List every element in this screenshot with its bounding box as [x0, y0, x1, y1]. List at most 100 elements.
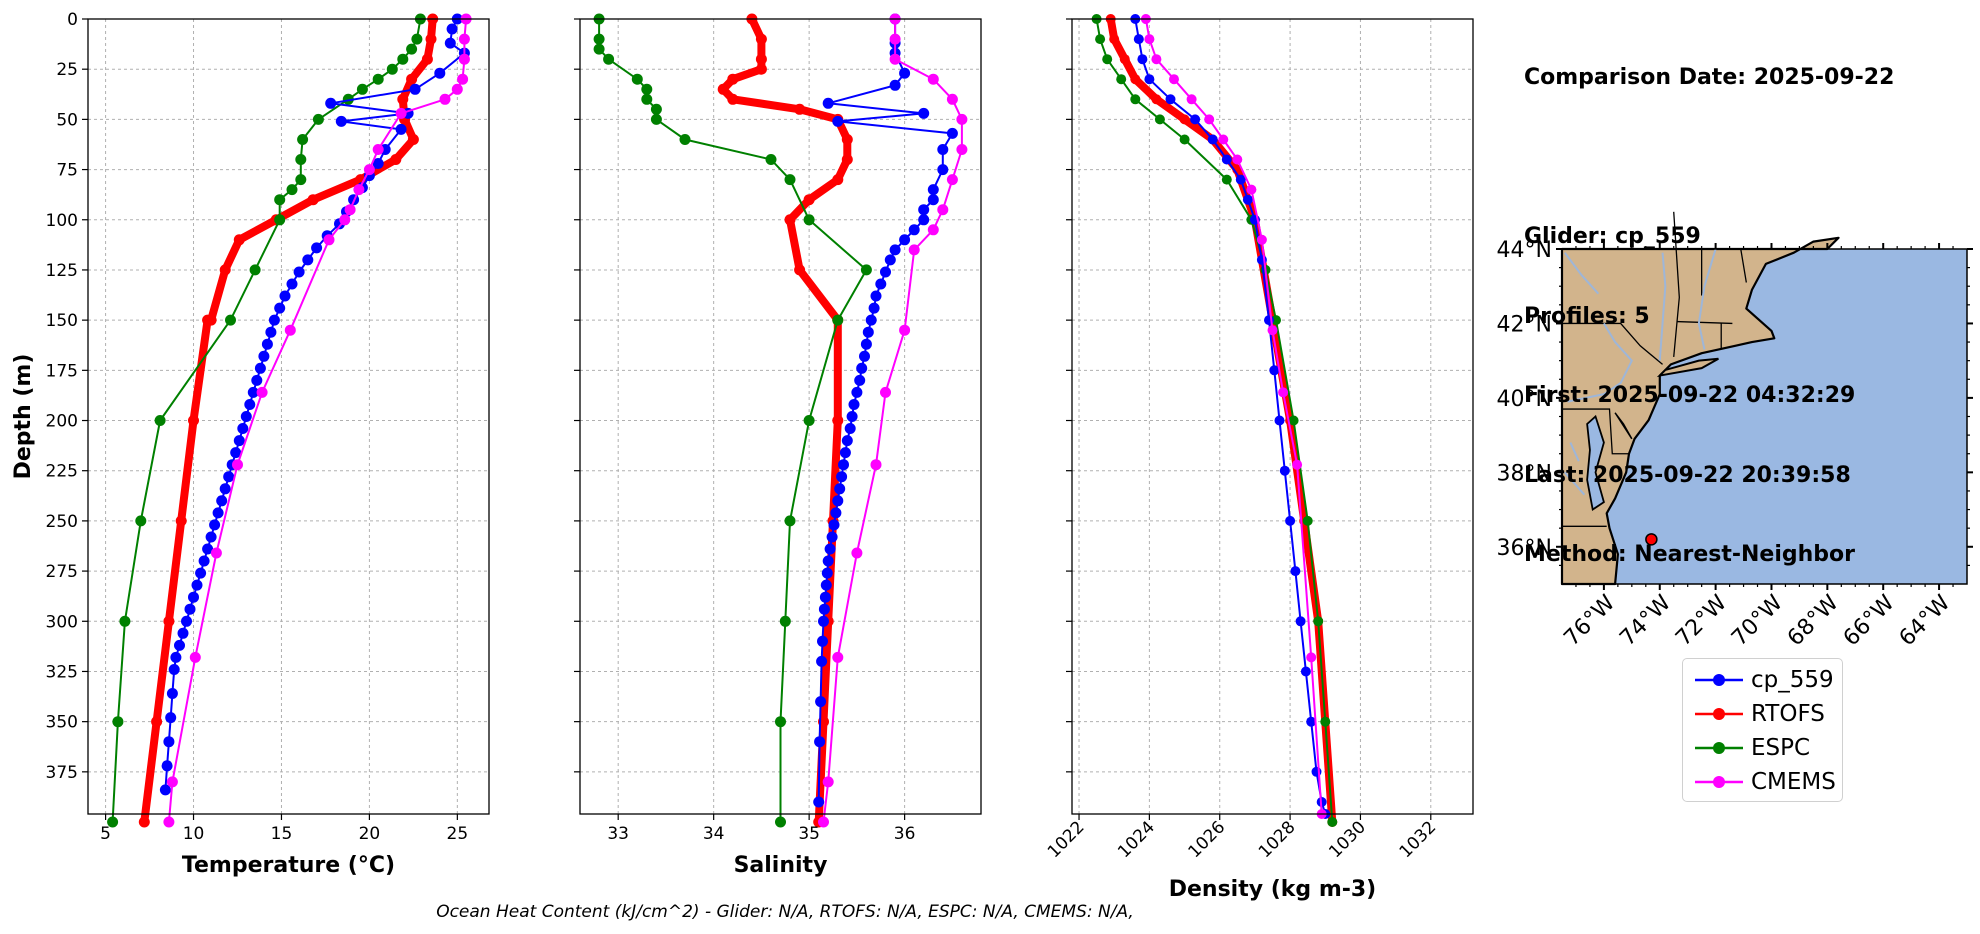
data-point-cp559	[1269, 365, 1280, 376]
data-point-cp559	[1207, 134, 1218, 145]
data-point-cp559	[163, 736, 175, 748]
data-point-espc	[784, 174, 796, 186]
data-point-cp559	[848, 399, 860, 410]
data-point-espc	[1095, 34, 1106, 45]
data-point-rtofs	[425, 33, 437, 45]
series-line-cmems	[822, 18, 963, 823]
y-tick-label: 200	[46, 412, 78, 432]
data-point-rtofs	[1109, 34, 1120, 45]
data-point-cp559	[311, 242, 323, 254]
data-point-cp559	[821, 567, 833, 579]
x-axis-label: Density (kg m-3)	[1169, 877, 1377, 902]
method: Method: Nearest-Neighbor	[1524, 542, 1855, 567]
river-line	[1567, 322, 1634, 403]
data-point-espc	[342, 93, 354, 105]
data-point-cmems	[189, 651, 201, 663]
data-point-cp559	[293, 266, 305, 278]
data-point-rtofs	[832, 415, 844, 426]
data-point-espc	[775, 716, 786, 728]
data-point-cp559	[216, 495, 228, 507]
data-point-espc	[641, 83, 653, 95]
data-point-cmems	[1144, 34, 1155, 45]
data-point-cmems	[256, 386, 268, 398]
glider-location-marker	[1645, 533, 1658, 546]
data-point-cp559	[918, 204, 930, 216]
data-point-cmems	[1204, 114, 1215, 125]
chesapeake-bay	[1586, 414, 1605, 512]
data-point-cp559	[198, 555, 210, 567]
data-point-cp559	[191, 579, 203, 591]
plot-frame	[87, 18, 490, 815]
data-point-cmems	[163, 816, 175, 828]
data-point-cp559	[851, 386, 863, 398]
series-line-cp559	[164, 18, 466, 791]
x-tick-label: 35	[798, 824, 820, 844]
legend-label-rtofs: RTOFS	[1751, 701, 1825, 727]
y-tick-label: 175	[46, 361, 78, 381]
data-point-cp559	[839, 447, 851, 459]
map-lon-label: 76°W	[1560, 590, 1621, 651]
data-point-cp559	[824, 543, 836, 555]
data-point-cmems	[395, 107, 407, 119]
data-point-cp559	[815, 696, 827, 708]
data-point-cp559	[875, 278, 887, 290]
data-point-rtofs	[188, 415, 199, 426]
legend-swatch-cp559	[1695, 674, 1743, 686]
map-lon-label: 66°W	[1839, 590, 1900, 651]
data-point-espc	[803, 415, 815, 426]
data-point-cp559	[202, 543, 214, 555]
data-point-espc	[1313, 616, 1324, 627]
data-point-cmems	[363, 164, 375, 176]
x-tick-label: 1022	[1044, 817, 1089, 862]
info-spacer	[1524, 145, 1894, 172]
data-point-cp559	[1242, 194, 1253, 205]
long-island	[1656, 357, 1719, 378]
data-point-cp559	[836, 471, 848, 483]
data-point-cp559	[247, 386, 259, 398]
data-point-espc	[1302, 515, 1313, 526]
data-point-cmems	[927, 73, 939, 85]
data-point-cp559	[174, 639, 185, 651]
data-point-cp559	[1133, 34, 1144, 45]
data-point-cp559	[822, 97, 834, 109]
data-point-cmems	[344, 204, 356, 216]
data-point-rtofs	[219, 264, 231, 276]
data-point-cp559	[279, 290, 291, 302]
data-point-espc	[295, 154, 307, 165]
data-point-espc	[1102, 54, 1113, 65]
data-point-rtofs	[794, 103, 806, 115]
map-lat-label: 40°N	[1497, 387, 1552, 412]
data-point-cp559	[161, 760, 173, 772]
data-point-cmems	[1186, 94, 1197, 105]
legend-label-espc: ESPC	[1751, 735, 1811, 761]
data-point-cp559	[302, 254, 314, 266]
last-time: Last: 2025-09-22 20:39:58	[1524, 462, 1851, 488]
legend-swatch-rtofs	[1695, 708, 1743, 720]
data-point-rtofs	[755, 63, 767, 75]
y-tick-label: 275	[46, 562, 78, 582]
data-point-cmems	[166, 776, 178, 788]
data-point-cp559	[868, 302, 880, 314]
data-point-cmems	[439, 93, 451, 105]
data-point-cmems	[889, 53, 901, 65]
data-point-rtofs	[307, 194, 319, 206]
glider-name: Glider: cp_559	[1524, 224, 1701, 249]
data-point-cmems	[822, 776, 834, 788]
data-point-cp559	[1137, 54, 1148, 65]
data-point-rtofs	[717, 83, 729, 95]
legend-label-cmems: CMEMS	[1751, 769, 1836, 795]
data-point-cp559	[889, 79, 901, 91]
legend-label-cp559: cp_559	[1751, 667, 1834, 693]
data-point-cp559	[1190, 114, 1201, 125]
data-point-cp559	[240, 411, 252, 422]
data-point-cp559	[325, 97, 337, 109]
data-point-rtofs	[397, 93, 409, 105]
data-point-cp559	[1295, 616, 1306, 627]
data-point-cmems	[851, 547, 863, 559]
data-point-cmems	[927, 224, 939, 236]
data-point-rtofs	[784, 214, 796, 226]
data-point-espc	[274, 194, 286, 206]
info-block: Comparison Date: 2025-09-22 Glider: cp_5…	[1524, 12, 1894, 595]
data-point-espc	[406, 43, 418, 55]
plot-frame	[579, 18, 982, 815]
